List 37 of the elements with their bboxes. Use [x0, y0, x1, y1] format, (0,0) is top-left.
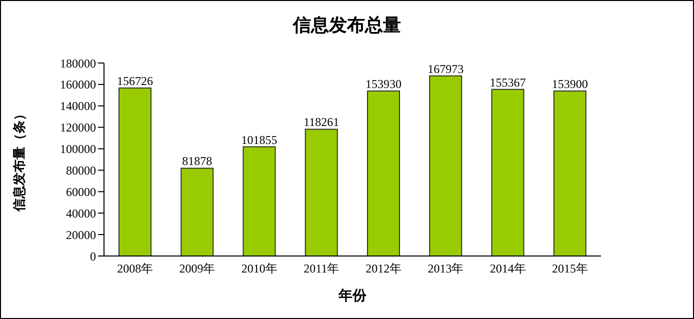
y-tick-label: 80000: [66, 163, 96, 178]
data-label: 118261: [304, 115, 340, 130]
data-label: 81878: [182, 154, 212, 168]
x-tick-label: 2013年: [428, 262, 464, 276]
bar: [118, 87, 152, 256]
x-tick-label: 2010年: [241, 262, 278, 276]
y-axis-title: 信息发布量（条）: [12, 108, 28, 212]
data-label: 153900: [552, 76, 588, 91]
y-tick-label: 120000: [60, 120, 96, 135]
bar: [242, 146, 276, 256]
y-tick-label: 140000: [60, 99, 96, 114]
x-axis-title: 年份: [338, 288, 368, 304]
x-tick-label: 2014年: [490, 262, 526, 276]
chart-title: 信息发布总量: [292, 14, 402, 37]
data-label: 167973: [428, 62, 464, 76]
y-tick-label: 20000: [66, 228, 96, 242]
data-label: 153930: [366, 76, 402, 91]
bar: [180, 168, 214, 256]
y-tick-label: 160000: [60, 78, 96, 92]
bar: [367, 90, 400, 256]
x-tick-label: 2012年: [366, 262, 402, 276]
x-tick-label: 2009年: [179, 262, 216, 276]
y-tick-label: 180000: [60, 56, 96, 70]
y-tick-label: 100000: [60, 142, 96, 156]
data-label: 155367: [490, 75, 526, 90]
bar: [553, 90, 586, 256]
y-tick-label: 40000: [66, 206, 96, 220]
x-tick-label: 2011年: [304, 262, 340, 276]
x-tick-label: 2015年: [552, 262, 588, 276]
bar: [429, 75, 462, 256]
y-tick-label: 0: [90, 249, 96, 264]
bar: [304, 128, 338, 256]
y-tick-label: 60000: [66, 184, 96, 199]
x-tick-label: 2008年: [117, 262, 154, 276]
bar: [491, 88, 524, 256]
data-label: 101855: [241, 132, 278, 147]
data-label: 156726: [117, 74, 153, 88]
